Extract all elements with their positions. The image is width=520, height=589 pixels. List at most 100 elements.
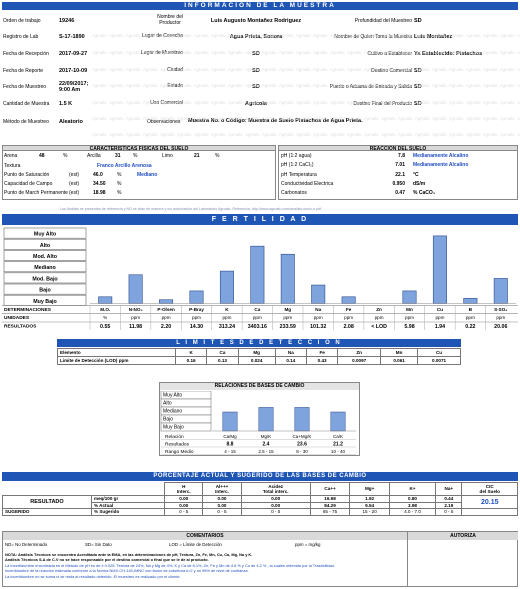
porc-value: 0 - 5 (435, 508, 463, 516)
watermark-text: Agroalu (177, 83, 192, 88)
det-unit: ppm (375, 315, 384, 320)
watermark-text: Agroalu (279, 132, 294, 137)
limo-value: 21 (194, 153, 200, 159)
info-value: Luis Augusto Montañez Rodriguez (210, 18, 302, 24)
rel-level-label: Bajo (163, 417, 173, 423)
watermark-text: Agroalu (500, 83, 515, 88)
watermark-text: Agroalu (245, 132, 260, 137)
fisica-est: (est) (69, 181, 79, 187)
watermark-text: Agroalu (126, 116, 141, 121)
rel-level-label: Muy Alto (163, 393, 182, 399)
fisica-extra: Mediano (137, 172, 158, 178)
watermark-text: Agroalu (143, 116, 158, 121)
watermark-text: Agroalu (364, 67, 379, 72)
porc-sugerido-label: SUGERIDO (2, 508, 92, 516)
reaccion-value: 7.01 (395, 162, 405, 169)
info-value: 19246 (59, 18, 75, 24)
legend-item: LOD = Límite de Detección (169, 542, 222, 547)
watermark-text: Agroalu (466, 50, 481, 55)
rel-level-label: Muy Bajo (163, 425, 184, 431)
watermark-text: Agroalu (126, 50, 141, 55)
det-unit: ppm (131, 315, 140, 320)
watermark-text: Agroalu (126, 33, 141, 38)
watermark-text: Agroalu (500, 33, 515, 38)
watermark-text: Agroalu (194, 50, 209, 55)
info-label: Ciudad (167, 67, 183, 73)
relaciones-title: RELACIONES DE BASES DE CAMBIO (160, 383, 359, 390)
det-result: 2.20 (161, 324, 171, 330)
det-result: 1.94 (435, 324, 445, 330)
level-label: Mod. Bajo (32, 276, 58, 282)
watermark-text: Agroalu (228, 116, 243, 121)
fertility-bar (311, 284, 326, 304)
watermark-text: Agroalu (449, 100, 464, 105)
watermark-text: Agroalu (109, 50, 124, 55)
info-label: Orden de trabajo (3, 18, 41, 24)
rel-name: Mg/K (261, 434, 272, 439)
watermark-text: Agroalu (194, 83, 209, 88)
reaccion-value: 22.1 (395, 171, 405, 178)
watermark-text: Agroalu (262, 33, 277, 38)
rel-bar (222, 411, 238, 432)
info-value: SD (414, 84, 422, 90)
porc-row: % Actual 0.00 0.00 0.00 84.29 9.54 3.98 2.19 (3, 501, 518, 509)
watermark-text: Agroalu (415, 132, 430, 137)
watermark-text: Agroalu (347, 100, 362, 105)
info-value: Agua Prieta, Sonora (229, 34, 283, 40)
watermark-text: Agroalu (449, 116, 464, 121)
comment-line: NOTA: Análisis Técnicos se encuentra Acr… (5, 552, 253, 557)
watermark-text: Agroalu (330, 83, 345, 88)
level-box (3, 250, 87, 261)
watermark-text: Agroalu (211, 67, 226, 72)
watermark-text: Agroalu (398, 50, 413, 55)
reaccion-extra: °C (413, 171, 419, 178)
textura-label: Textura (4, 163, 21, 169)
rel-level-label: Alto (163, 401, 172, 407)
level-label: Bajo (39, 288, 51, 294)
info-value: Ya Establecido: Pistachos (414, 51, 483, 57)
watermark-text: Agroalu (160, 83, 175, 88)
watermark-text: Agroalu (262, 132, 277, 137)
watermark-text: Agroalu (228, 50, 243, 55)
watermark-text: Agroalu (313, 116, 328, 121)
level-label: Muy Bajo (33, 299, 57, 305)
porc-header-row: H Interc. Al+++ Interc. Acidez Total inter… (3, 482, 518, 496)
watermark-text: Agroalu (296, 50, 311, 55)
watermark-text: Agroalu (432, 50, 447, 55)
limites-value-cell: 0.061 (380, 356, 419, 365)
fertility-bar (280, 253, 295, 304)
watermark-text: Agroalu (92, 50, 107, 55)
info-label: Fecha de Muestreo (3, 84, 47, 90)
watermark-text: Agroalu (143, 83, 158, 88)
det-result: 101.32 (310, 324, 326, 330)
watermark-text: Agroalu (126, 83, 141, 88)
det-unit: ppm (405, 315, 414, 320)
rel-name: Ca/K (333, 434, 343, 439)
watermark-text: Agroalu (160, 67, 175, 72)
porc-header-cell: Mg+ (349, 482, 390, 496)
watermark-text: Agroalu (500, 50, 515, 55)
fertility-bar (250, 245, 265, 304)
watermark-text: Agroalu (330, 50, 345, 55)
watermark-text: Agroalu (296, 67, 311, 72)
rel-bar (330, 411, 346, 432)
info-value: 22/09/2017; 9:00 Am (59, 81, 89, 93)
det-unit: ppm (344, 315, 353, 320)
watermark-text: Agroalu (109, 100, 124, 105)
info-value: Luis Montañez (414, 34, 453, 40)
info-value: 2017-09-27 (59, 51, 88, 57)
limites-header-cell: Elemento (57, 348, 176, 357)
watermark-text: Agroalu (160, 33, 175, 38)
limites-header-cell: Na (274, 348, 307, 357)
legend-item: SD= Sin Dato (85, 542, 112, 547)
watermark-text: Agroalu (279, 116, 294, 121)
fisica-label: Punto de March Permanente (4, 190, 68, 196)
observaciones-label: Observaciones (147, 119, 181, 125)
fisica-value: 34.50 (93, 181, 106, 187)
watermark-text: Agroalu (381, 67, 396, 72)
watermark-text: Agroalu (262, 116, 277, 121)
limites-value-cell: 0.13 (206, 356, 239, 365)
watermark-text: Agroalu (262, 83, 277, 88)
porc-resultado-label: RESULTADO (2, 495, 92, 509)
info-label: Destino Final del Producto (353, 101, 412, 107)
